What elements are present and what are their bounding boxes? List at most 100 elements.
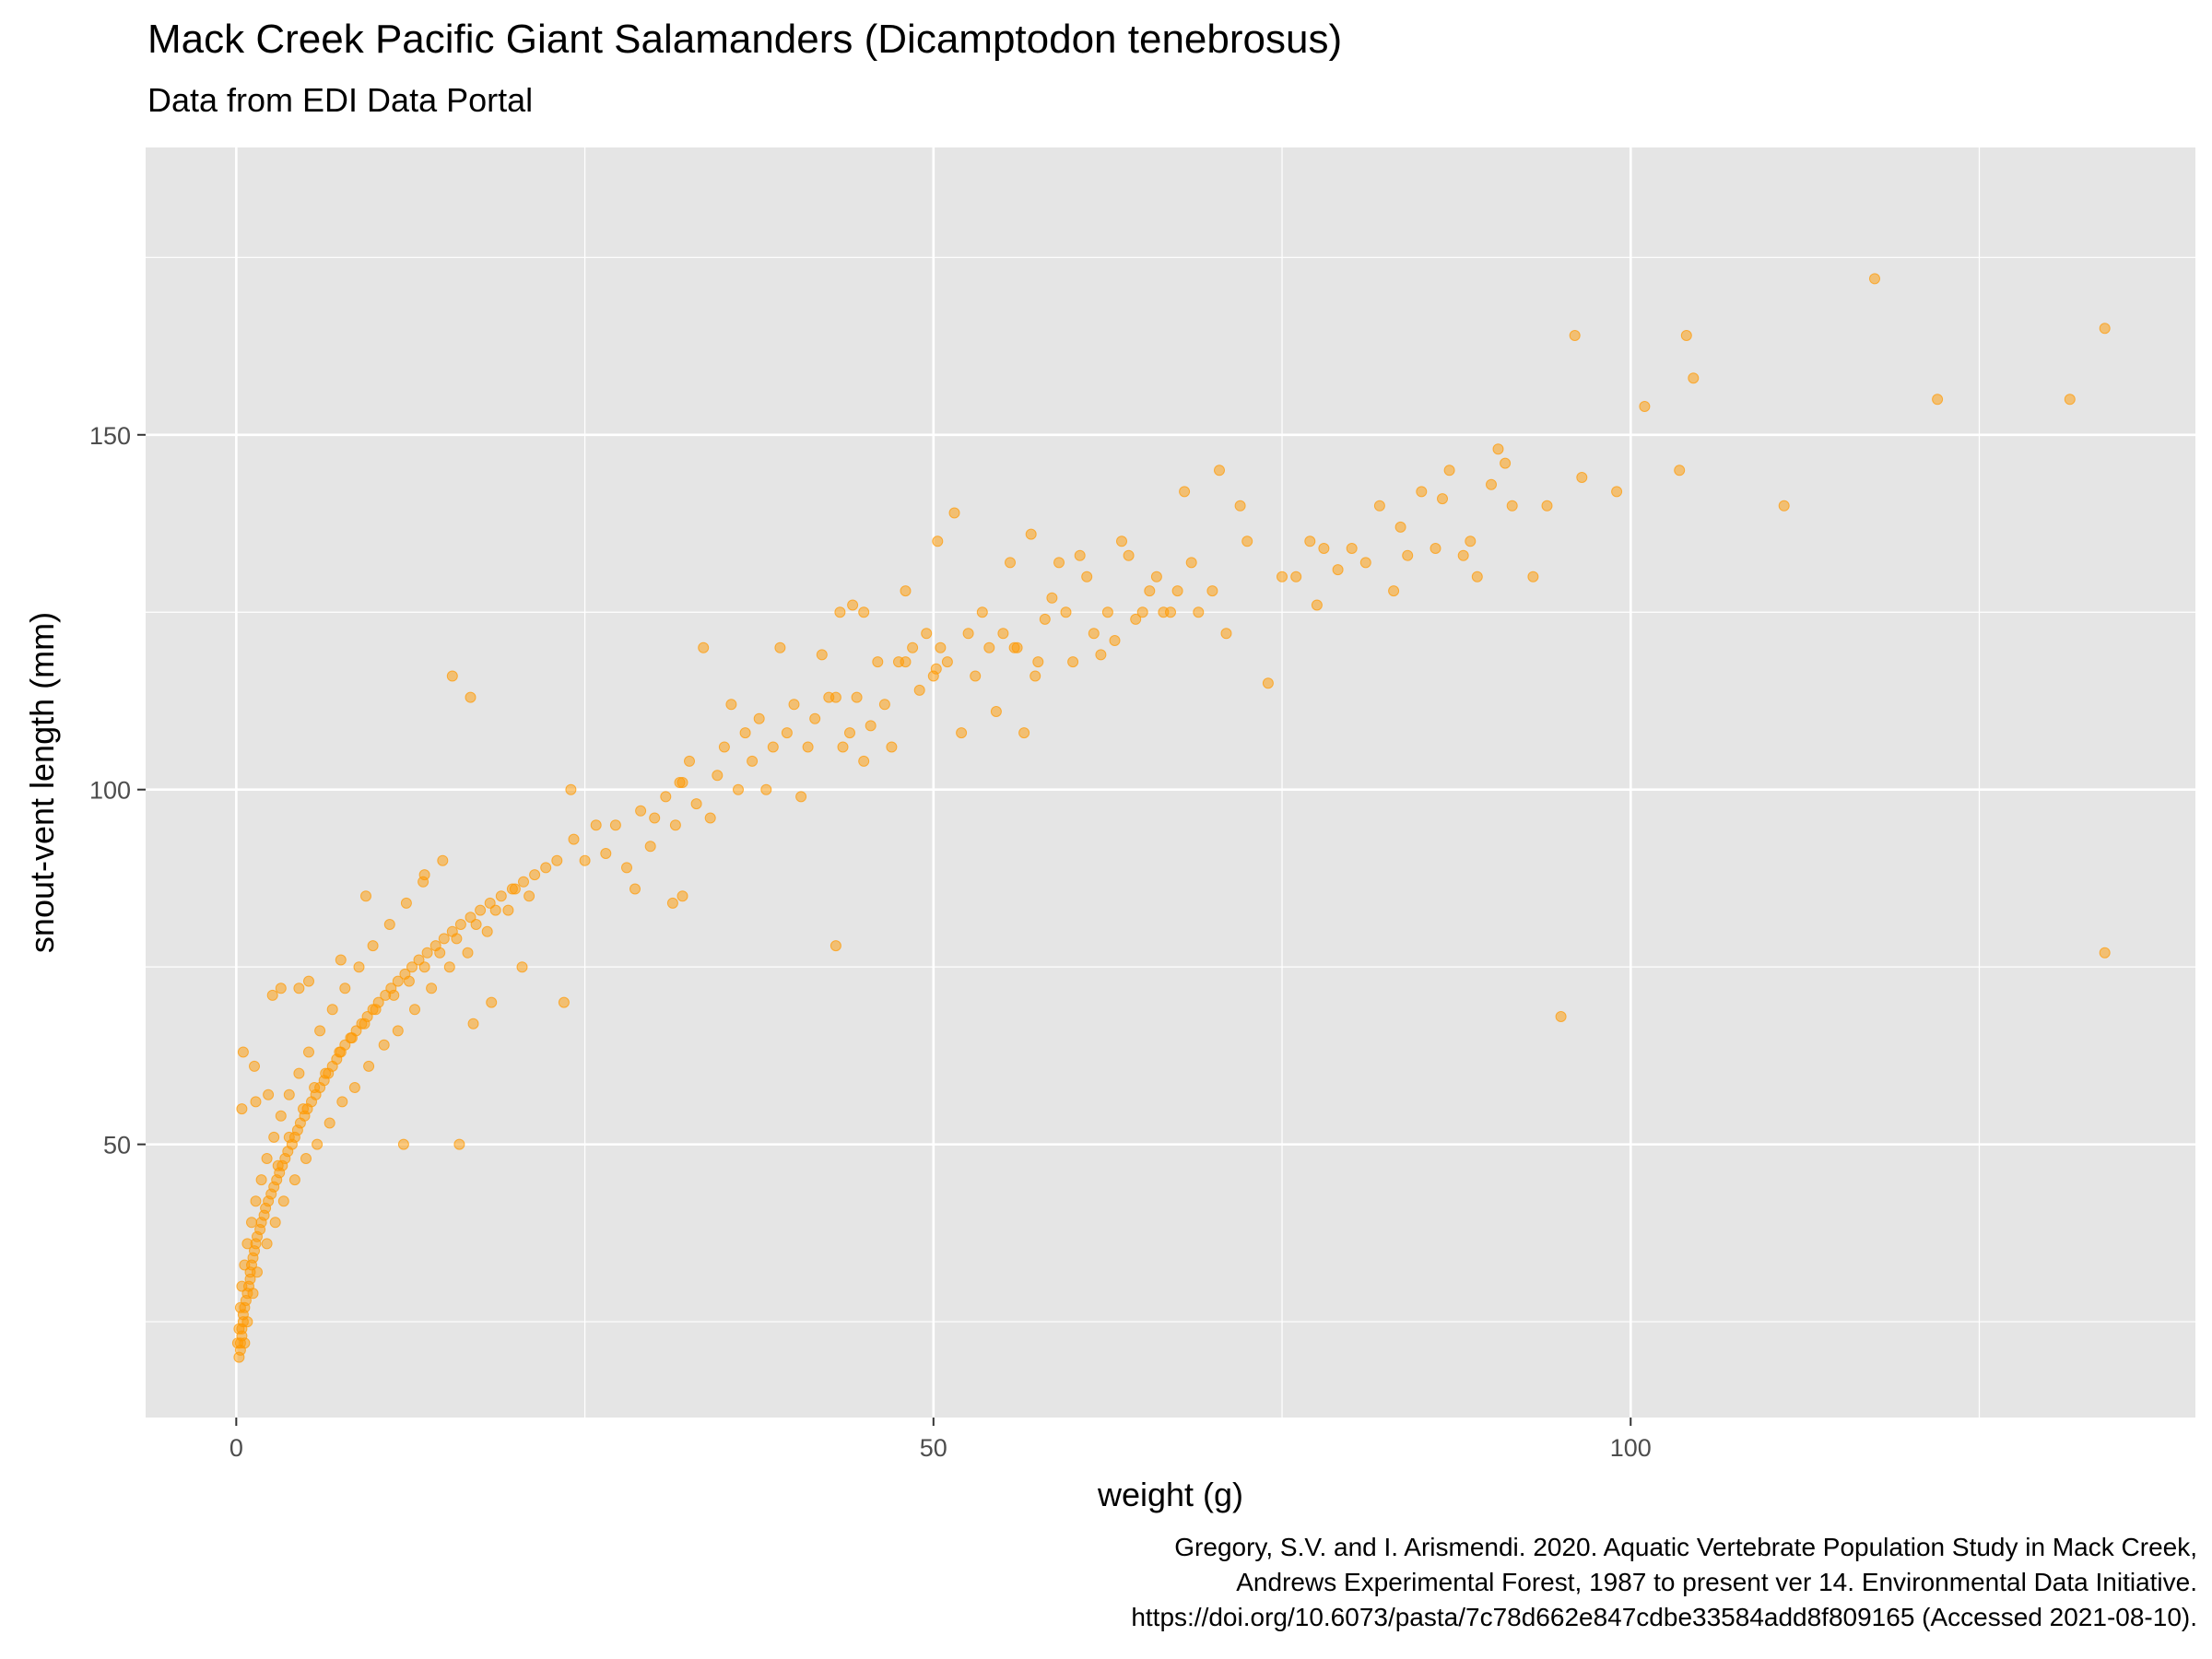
data-point xyxy=(1541,500,1553,512)
data-point xyxy=(234,1301,246,1313)
data-point xyxy=(837,741,849,753)
data-point xyxy=(1053,557,1065,569)
data-point xyxy=(300,1153,312,1164)
data-point xyxy=(241,1238,253,1250)
data-points xyxy=(231,273,2111,1363)
data-point xyxy=(1116,535,1127,547)
data-point xyxy=(941,656,953,668)
data-point xyxy=(1569,330,1581,341)
data-point xyxy=(1576,472,1588,483)
data-point xyxy=(878,699,890,711)
data-point xyxy=(403,975,415,987)
data-point xyxy=(932,535,944,547)
data-point xyxy=(669,819,681,831)
data-point xyxy=(1206,585,1218,597)
data-point xyxy=(288,1174,300,1186)
data-point xyxy=(753,712,765,724)
data-point xyxy=(1527,571,1539,582)
data-point xyxy=(747,755,759,767)
data-point xyxy=(502,904,514,916)
data-point xyxy=(1346,543,1358,554)
data-point xyxy=(1506,500,1518,512)
data-point xyxy=(486,996,498,1008)
data-point xyxy=(516,961,528,973)
data-point xyxy=(359,1018,371,1030)
data-point xyxy=(976,606,988,618)
data-point xyxy=(1416,486,1428,498)
data-point xyxy=(324,1117,335,1129)
data-point xyxy=(236,1280,248,1292)
data-point xyxy=(303,1046,314,1058)
data-point xyxy=(434,947,446,959)
data-point xyxy=(865,720,877,732)
data-point xyxy=(1081,571,1093,582)
data-point xyxy=(830,691,841,703)
data-point xyxy=(339,982,351,994)
data-point xyxy=(261,1238,273,1250)
data-point xyxy=(590,819,602,831)
data-point xyxy=(1680,330,1692,341)
data-point xyxy=(1018,727,1030,739)
data-point xyxy=(660,791,672,803)
data-point xyxy=(454,919,466,930)
data-point xyxy=(298,1103,309,1115)
data-point xyxy=(551,854,563,866)
data-point xyxy=(1778,500,1790,512)
data-point xyxy=(1095,649,1107,661)
data-point xyxy=(540,862,552,874)
data-point xyxy=(1639,401,1651,412)
data-point xyxy=(465,691,477,703)
data-point xyxy=(690,798,702,810)
data-point xyxy=(649,812,661,824)
data-point xyxy=(489,904,501,916)
data-point xyxy=(565,783,577,795)
data-point xyxy=(252,1266,263,1278)
data-point xyxy=(261,1153,273,1164)
data-point xyxy=(370,1004,382,1016)
data-point xyxy=(249,1060,260,1072)
data-point xyxy=(400,897,412,909)
data-point xyxy=(1109,635,1121,646)
data-point xyxy=(704,812,716,824)
data-point xyxy=(1486,478,1497,490)
data-point xyxy=(1492,443,1504,455)
data-point xyxy=(388,989,400,1001)
data-point xyxy=(470,919,482,930)
data-point xyxy=(438,933,450,945)
data-point xyxy=(360,890,371,902)
data-point xyxy=(443,961,455,973)
data-point xyxy=(1311,599,1323,611)
data-point xyxy=(1359,557,1371,569)
x-axis-label: weight (g) xyxy=(1097,1476,1243,1513)
data-point xyxy=(293,1067,305,1079)
data-point xyxy=(418,961,430,973)
data-point xyxy=(1869,273,1880,285)
data-point xyxy=(237,1046,249,1058)
data-point xyxy=(1471,571,1483,582)
data-point xyxy=(1234,500,1246,512)
data-point xyxy=(348,1082,360,1093)
data-point xyxy=(579,854,591,866)
data-point xyxy=(1443,465,1455,477)
x-tick-label: 0 xyxy=(229,1434,243,1462)
data-point xyxy=(666,897,678,909)
data-point xyxy=(1067,656,1079,668)
data-point xyxy=(725,699,737,711)
data-point xyxy=(1304,535,1316,547)
data-point xyxy=(275,1110,287,1122)
data-point xyxy=(712,770,724,782)
data-point xyxy=(231,1337,243,1349)
major-gridlines xyxy=(146,147,2195,1418)
data-point xyxy=(600,848,612,859)
data-point xyxy=(983,641,995,653)
data-point xyxy=(847,599,859,611)
data-point xyxy=(774,641,786,653)
data-point xyxy=(767,741,779,753)
data-point xyxy=(246,1217,257,1229)
data-point xyxy=(935,641,947,653)
data-point xyxy=(495,890,507,902)
data-point xyxy=(406,961,418,973)
data-point xyxy=(568,833,580,845)
data-point xyxy=(858,755,870,767)
